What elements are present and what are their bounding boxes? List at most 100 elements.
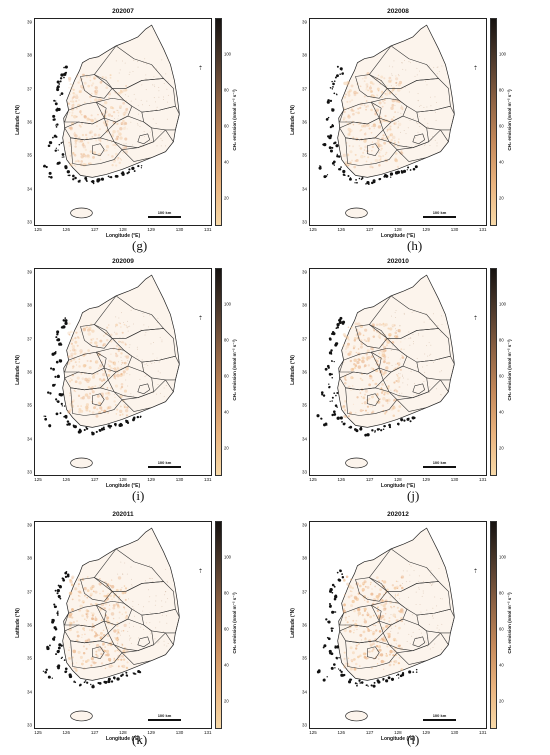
emission-cell <box>160 137 162 139</box>
emission-cell <box>129 639 131 641</box>
emission-cell <box>75 364 78 366</box>
emission-cell <box>390 605 392 608</box>
scale-bar-line <box>148 216 181 219</box>
emission-cell <box>430 105 432 107</box>
emission-cell <box>97 367 100 370</box>
emission-cell <box>397 644 401 648</box>
emission-cell <box>82 142 84 144</box>
emission-cell <box>380 391 384 394</box>
emission-cell <box>390 389 392 391</box>
emission-cell <box>435 605 437 607</box>
emission-cell <box>131 584 133 586</box>
island <box>61 656 63 659</box>
emission-cell <box>353 339 357 342</box>
emission-cell <box>114 147 116 149</box>
y-tick-label: 37 <box>26 336 32 342</box>
emission-cell <box>135 98 137 100</box>
emission-cell <box>105 84 108 87</box>
emission-cell <box>94 89 99 93</box>
emission-cell <box>92 337 95 340</box>
x-tick-label: 131 <box>479 730 487 735</box>
island <box>336 571 339 574</box>
island <box>316 670 320 674</box>
emission-cell <box>116 122 119 126</box>
emission-cell <box>370 395 375 399</box>
emission-cell <box>386 402 389 404</box>
emission-cell <box>146 100 148 102</box>
island <box>45 165 48 169</box>
emission-cell <box>117 110 119 112</box>
emission-cell <box>345 416 348 419</box>
emission-cell <box>90 339 93 342</box>
province-boundary <box>345 640 398 669</box>
emission-cell <box>376 641 378 644</box>
emission-cell <box>126 661 129 664</box>
island <box>365 684 368 687</box>
x-axis-label: Longitude (°E) <box>380 483 416 489</box>
emission-cell <box>403 348 405 350</box>
emission-cell <box>73 349 77 352</box>
emission-cell <box>363 580 367 584</box>
island <box>128 168 131 171</box>
emission-cell <box>435 102 437 104</box>
emission-cell <box>114 396 116 398</box>
emission-cell <box>390 315 392 317</box>
island <box>53 638 56 641</box>
emission-cell <box>164 591 166 593</box>
island <box>333 360 335 363</box>
island <box>356 683 358 685</box>
emission-cell <box>388 76 392 80</box>
colorbar-tick-label: 20 <box>499 445 504 451</box>
north-arrow-icon: ⇡ <box>473 569 479 575</box>
x-tick-label: 130 <box>450 730 459 735</box>
emission-cell <box>128 635 130 637</box>
x-tick-label: 131 <box>479 477 487 482</box>
emission-cell <box>359 392 362 394</box>
emission-cell <box>98 137 102 142</box>
emission-cell <box>357 348 360 350</box>
emission-cell <box>75 669 78 672</box>
emission-cell <box>89 392 92 395</box>
emission-cell <box>365 356 369 360</box>
emission-cell <box>77 405 79 407</box>
emission-cell <box>150 140 152 142</box>
emission-cell <box>355 662 358 666</box>
emission-cell <box>383 355 387 359</box>
emission-cell <box>388 617 391 619</box>
x-tick-label: 128 <box>394 227 402 232</box>
emission-cell <box>116 633 119 636</box>
emission-cell <box>78 124 81 127</box>
island <box>56 123 59 126</box>
emission-cell <box>392 326 394 328</box>
emission-cell <box>381 343 384 347</box>
emission-cell <box>357 643 360 646</box>
emission-cell <box>157 370 159 372</box>
emission-cell <box>353 632 355 634</box>
emission-cell <box>79 595 81 597</box>
emission-cell <box>411 635 413 637</box>
island <box>79 179 81 182</box>
emission-cell <box>371 125 373 128</box>
emission-cell <box>156 321 158 323</box>
island <box>49 175 53 179</box>
emission-cell <box>81 114 83 116</box>
island <box>364 433 368 437</box>
emission-cell <box>86 117 90 120</box>
emission-cell <box>126 128 128 130</box>
emission-cell <box>359 147 363 150</box>
province-boundary <box>121 379 174 412</box>
x-tick-label: 126 <box>62 730 71 735</box>
island <box>90 181 93 183</box>
emission-cell <box>394 597 396 599</box>
emission-cell <box>136 346 138 348</box>
emission-cell <box>347 127 351 132</box>
island <box>374 430 377 432</box>
emission-cell <box>154 101 156 103</box>
emission-cell <box>86 359 89 362</box>
island <box>61 405 63 407</box>
y-axis-label: Latitude (°N) <box>15 608 21 638</box>
emission-cell <box>426 364 428 366</box>
x-tick-label: 128 <box>119 477 127 482</box>
island <box>373 681 376 684</box>
island <box>63 405 66 407</box>
